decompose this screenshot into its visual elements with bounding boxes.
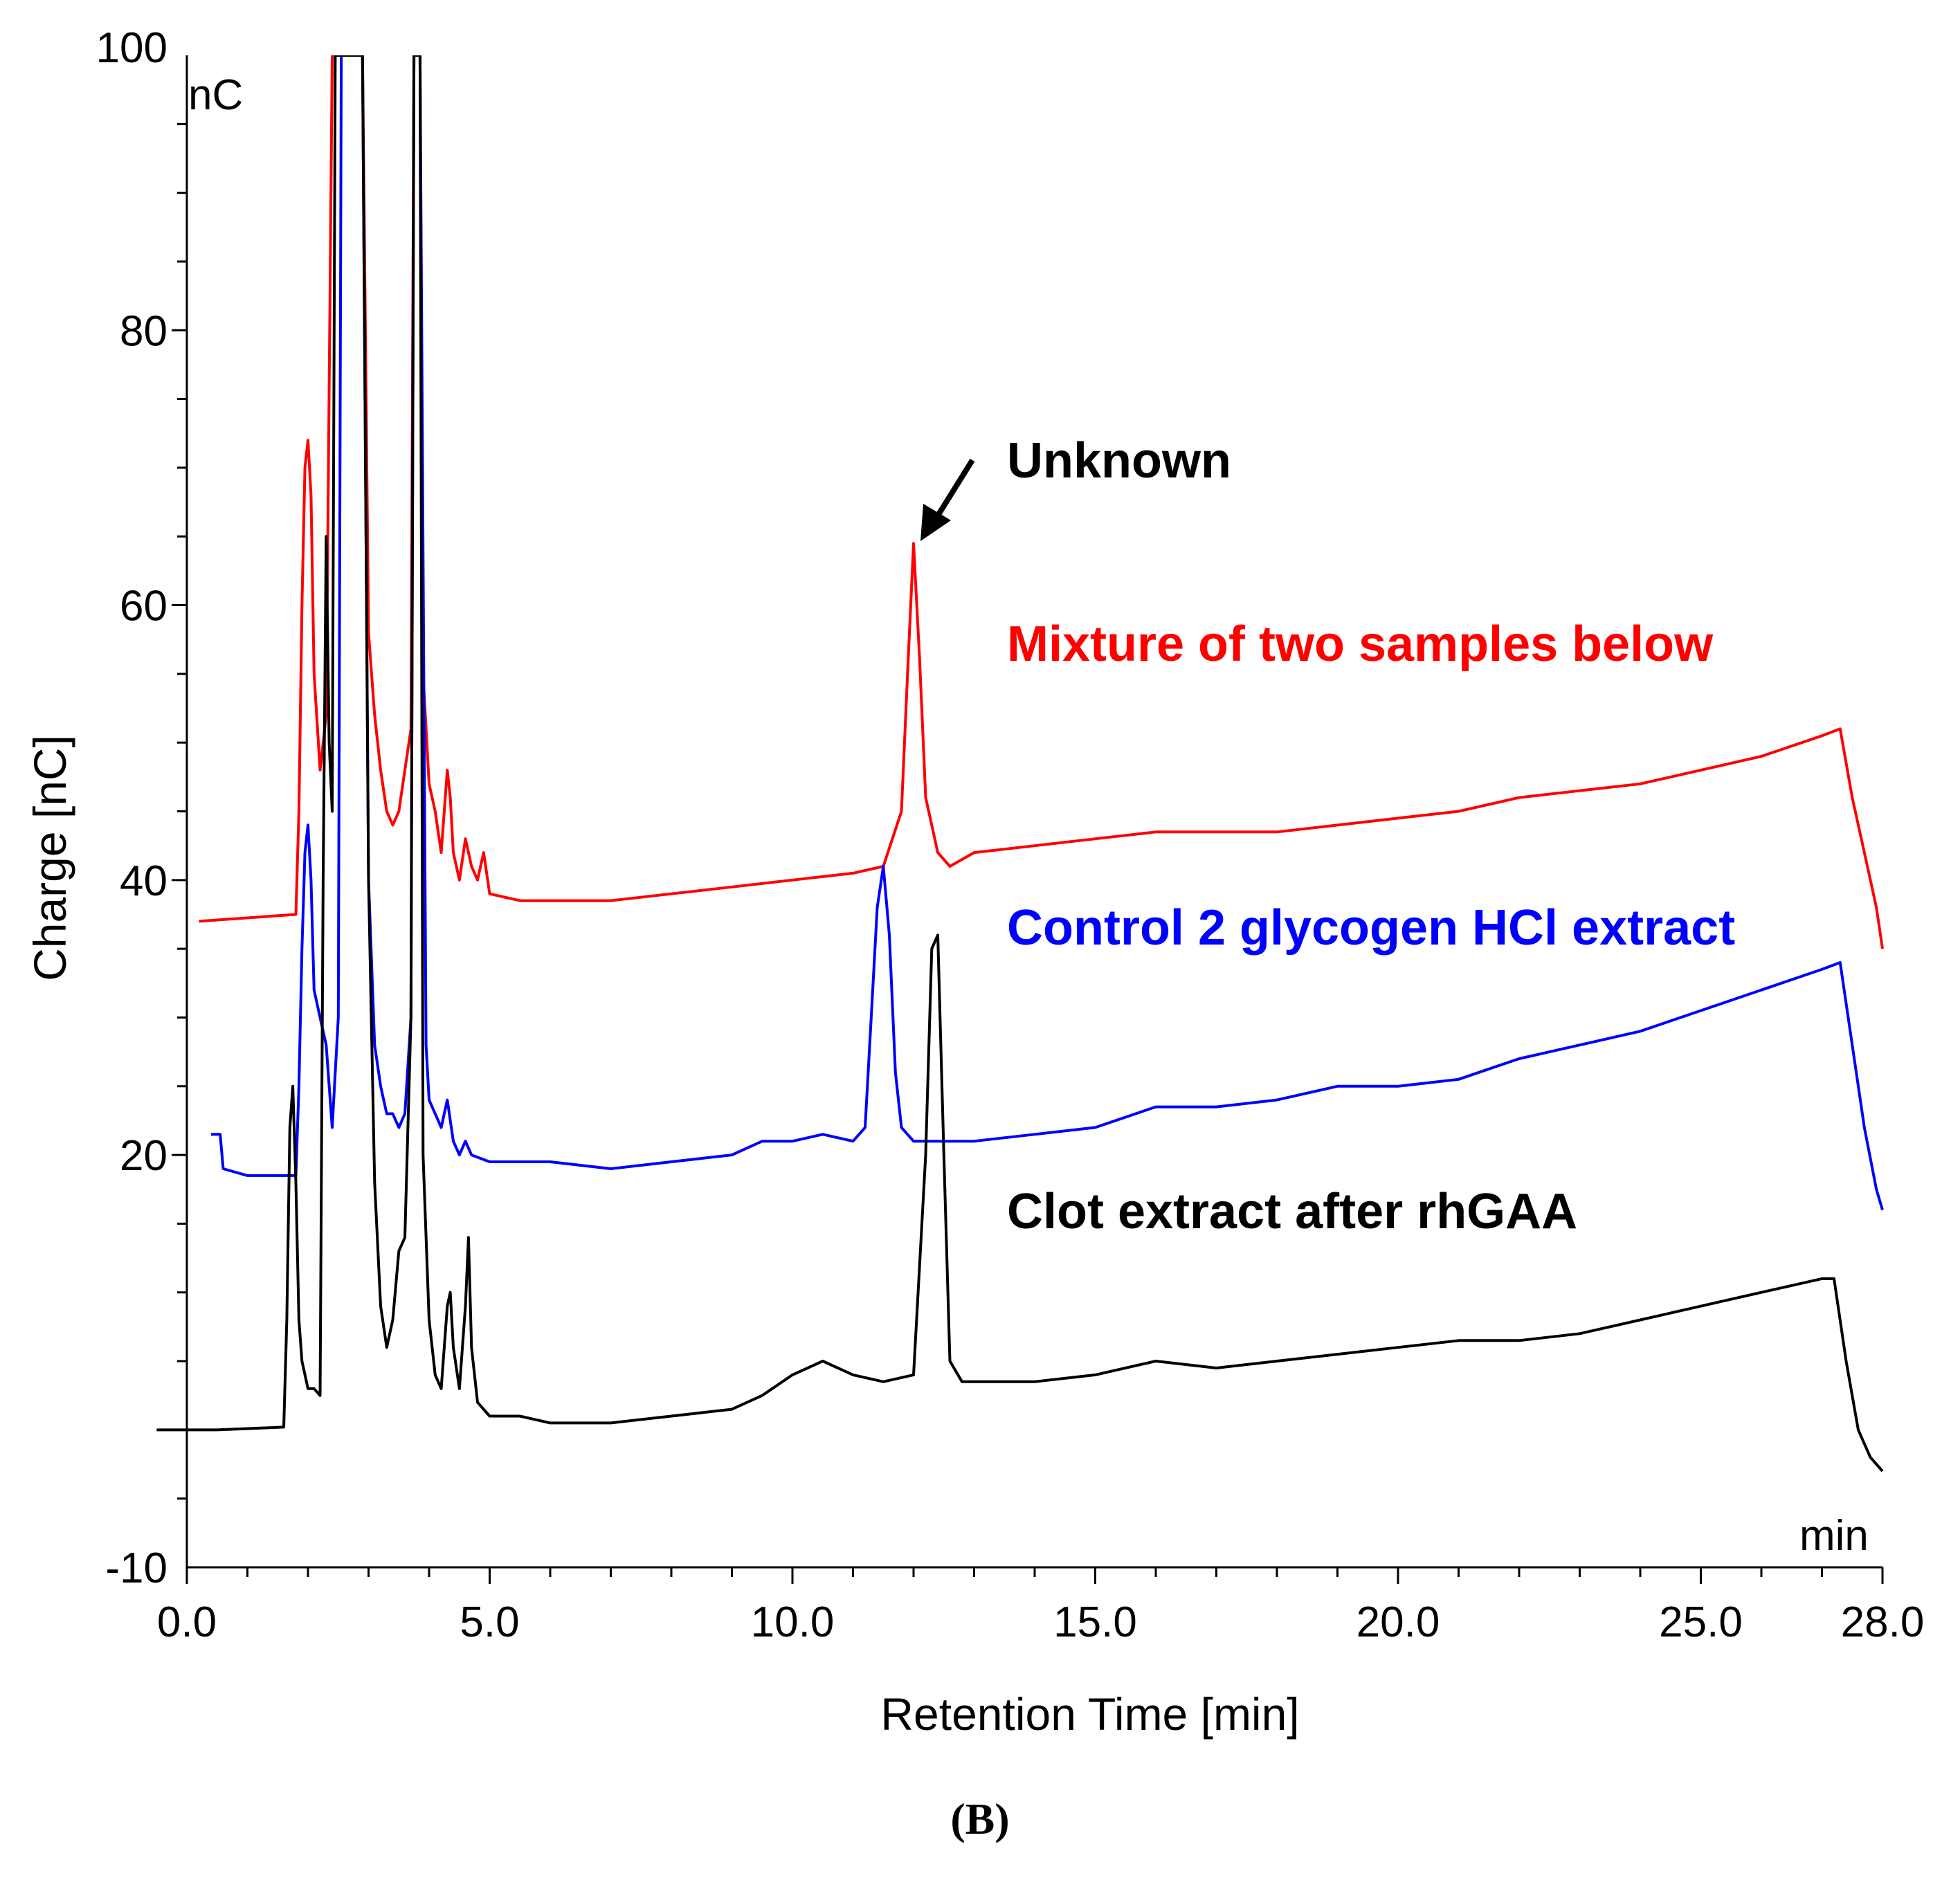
y-tick-label: 20 [120, 1132, 167, 1180]
x-tick-label: 0.0 [157, 1598, 217, 1646]
x-tick-label: 28.0 [1841, 1598, 1925, 1646]
series-line-2 [156, 55, 1884, 1473]
annotation-unknown: Unknown [1007, 433, 1231, 489]
x-tick-label: 10.0 [751, 1598, 835, 1646]
y-tick-label: 80 [120, 307, 167, 355]
series-label-control: Control 2 glycogen HCl extract [1007, 900, 1735, 956]
panel-label: (B) [950, 1794, 1009, 1843]
x-tick-label: 15.0 [1053, 1598, 1137, 1646]
series-label-mixture: Mixture of two samples below [1007, 617, 1714, 672]
y-tick-label: -10 [105, 1544, 167, 1592]
x-tick-label: 20.0 [1356, 1598, 1440, 1646]
series-line-0 [199, 55, 1884, 949]
series-line-1 [211, 55, 1884, 1211]
y-axis-ticks: -10 20 40 60 80 100 [96, 24, 187, 1592]
y-tick-label: 100 [96, 24, 167, 72]
x-axis-title: Retention Time [min] [880, 1688, 1299, 1740]
x-tick-label: 25.0 [1659, 1598, 1743, 1646]
series-group [156, 55, 1884, 1473]
x-unit-label: min [1799, 1512, 1869, 1560]
y-tick-label: 60 [120, 583, 167, 630]
series-label-clot: Clot extract after rhGAA [1007, 1184, 1577, 1239]
y-axis-title: Charge [nC] [24, 735, 75, 981]
annotation-arrow [920, 458, 975, 541]
y-unit-label: nC [188, 71, 243, 119]
x-tick-label: 5.0 [460, 1598, 519, 1646]
y-tick-label: 40 [120, 857, 167, 905]
x-axis-ticks: 0.0 5.0 10.0 15.0 20.0 25.0 28.0 [157, 1567, 1924, 1646]
